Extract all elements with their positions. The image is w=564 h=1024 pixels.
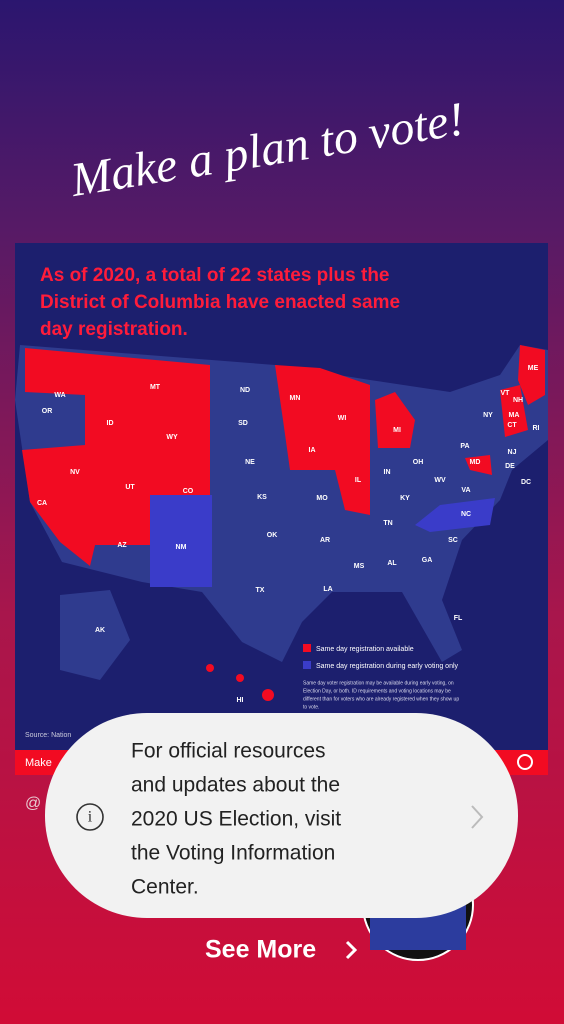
hawaii <box>206 664 214 672</box>
state-label: MD <box>470 459 481 466</box>
state-label: OK <box>267 532 278 539</box>
state-label: NM <box>176 544 187 551</box>
footer-logo <box>517 754 533 770</box>
state-label: CA <box>37 500 47 507</box>
state-label: AZ <box>117 542 127 549</box>
alaska <box>60 590 130 680</box>
info-icon <box>76 803 104 831</box>
state-label: HI <box>237 697 244 704</box>
state-label: ID <box>107 420 114 427</box>
state-label: NY <box>483 412 493 419</box>
note-line: different than for voters who are alread… <box>303 696 459 702</box>
state-label: CO <box>183 488 194 495</box>
state-label: VT <box>501 390 511 397</box>
map-region-red <box>375 392 415 448</box>
state-label: MN <box>290 395 301 402</box>
popup-line: For official resources <box>131 740 326 763</box>
map-region-purple <box>150 495 212 587</box>
map-region-red <box>275 365 370 515</box>
note-line: to vote. <box>303 704 319 710</box>
state-label: OH <box>413 459 424 466</box>
state-label: AL <box>387 560 397 567</box>
state-label: KY <box>400 495 410 502</box>
state-label: ND <box>240 387 250 394</box>
state-label: KS <box>257 494 267 501</box>
state-label: MT <box>150 384 161 391</box>
state-label: NC <box>461 511 471 518</box>
legend-label: Same day registration during early votin… <box>316 663 459 670</box>
map-region-purple <box>415 498 495 532</box>
state-label: MS <box>354 563 365 570</box>
handle: @ <box>25 795 41 812</box>
popup-line: 2020 US Election, visit <box>131 808 341 831</box>
state-label: LA <box>323 586 332 593</box>
popup-chevron <box>471 805 484 829</box>
state-label: RI <box>533 425 540 432</box>
popup-line: and updates about the <box>131 774 340 797</box>
state-label: MI <box>393 427 401 434</box>
state-label: NE <box>245 459 255 466</box>
state-label: SC <box>448 537 458 544</box>
state-label: DC <box>521 479 531 486</box>
legend-swatch <box>303 661 311 669</box>
state-label: UT <box>125 484 135 491</box>
note-line: Same day voter registration may be avail… <box>303 680 454 686</box>
state-label: AR <box>320 537 330 544</box>
state-label: TN <box>383 520 392 527</box>
info-popup[interactable] <box>45 713 518 918</box>
state-label: WV <box>434 477 446 484</box>
legend-label: Same day registration available <box>316 646 414 653</box>
state-label: CT <box>507 422 517 429</box>
map-region-red <box>500 385 528 437</box>
hawaii <box>262 689 274 701</box>
legend-swatch <box>303 644 311 652</box>
state-label: OR <box>42 408 53 415</box>
state-label: IL <box>355 477 362 484</box>
map-region-red <box>22 348 210 566</box>
state-label: NJ <box>508 449 517 456</box>
state-label: SD <box>238 420 248 427</box>
note-line: Election Day, or both. ID requirements a… <box>303 688 451 694</box>
state-label: MA <box>509 412 520 419</box>
state-label: PA <box>460 443 469 450</box>
source-text: Source: Nation <box>25 732 71 739</box>
state-label: NV <box>70 469 80 476</box>
state-label: GA <box>422 557 433 564</box>
state-label: ME <box>528 365 539 372</box>
state-label: VA <box>461 487 470 494</box>
headline-line: day registration. <box>40 319 188 340</box>
state-label: TX <box>256 587 265 594</box>
footer-text: Make <box>25 757 52 769</box>
state-label: IA <box>309 447 316 454</box>
state-label: FL <box>454 615 463 622</box>
hawaii <box>236 674 244 682</box>
story-title: Make a plan to vote! <box>66 92 468 207</box>
headline-line: District of Columbia have enacted same <box>40 292 400 313</box>
see-more[interactable]: See More <box>205 936 316 964</box>
info-icon-glyph: i <box>88 809 93 826</box>
state-label: MO <box>316 495 328 502</box>
state-label: NH <box>513 397 523 404</box>
state-label: WI <box>338 415 347 422</box>
state-label: DE <box>505 463 515 470</box>
state-label: WA <box>54 392 65 399</box>
popup-line: Center. <box>131 876 199 899</box>
state-label: IN <box>384 469 391 476</box>
headline-line: As of 2020, a total of 22 states plus th… <box>40 265 390 286</box>
popup-line: the Voting Information <box>131 842 335 865</box>
see-more-chevron <box>345 940 358 960</box>
map-region-red <box>518 345 545 405</box>
state-label: AK <box>95 627 105 634</box>
state-label: WY <box>166 434 178 441</box>
map-region-red <box>465 455 492 475</box>
